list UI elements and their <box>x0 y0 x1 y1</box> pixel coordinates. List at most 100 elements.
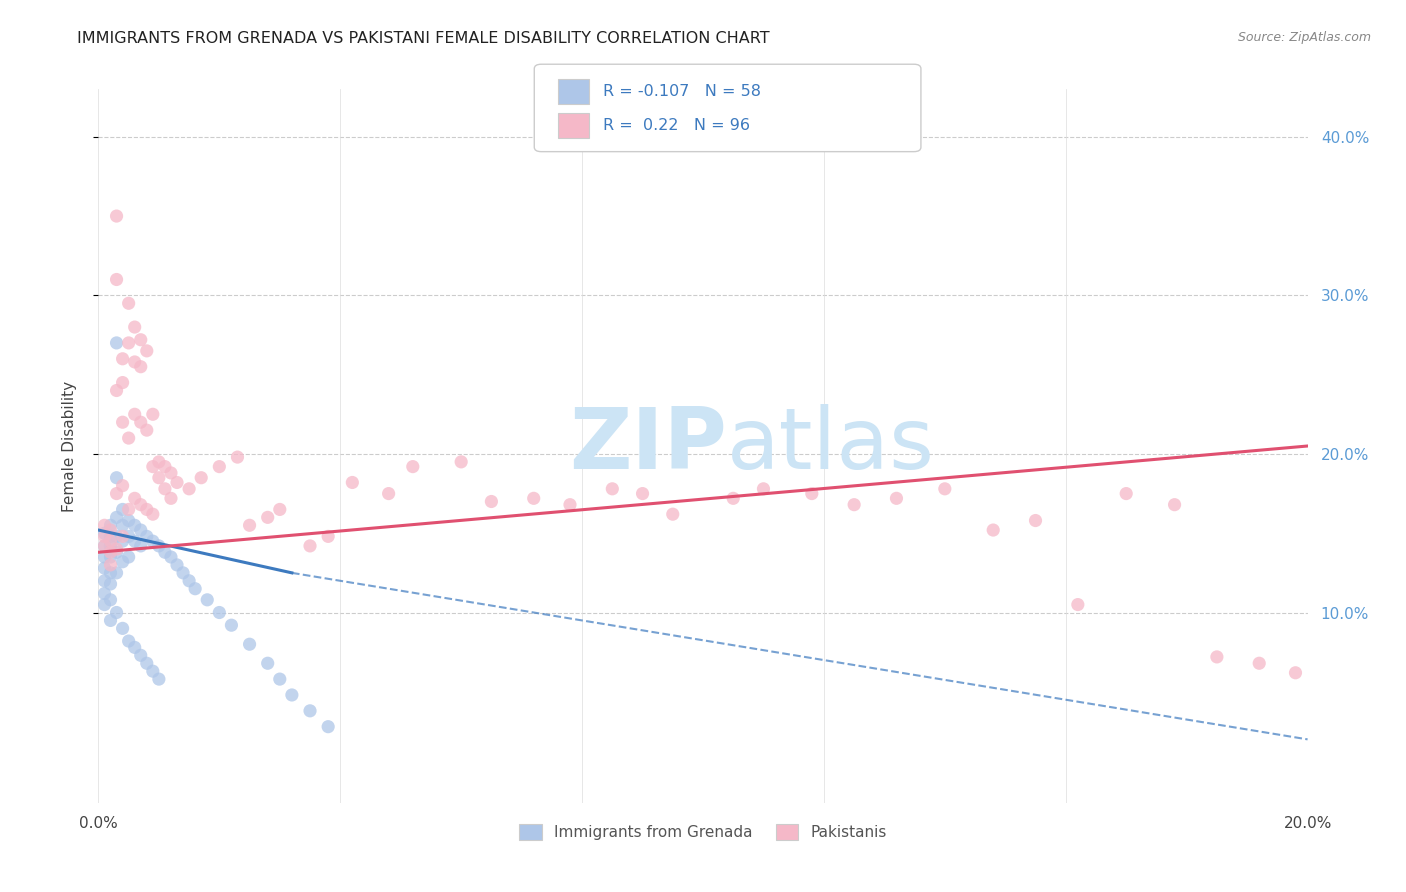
Point <box>111 415 134 429</box>
Point <box>105 529 128 543</box>
Point <box>269 672 291 686</box>
Point <box>1163 498 1185 512</box>
Point <box>93 561 115 575</box>
Point <box>179 482 201 496</box>
Point <box>172 566 194 580</box>
Point <box>118 296 141 310</box>
Point <box>160 549 183 564</box>
Point <box>105 566 128 580</box>
Point <box>93 574 115 588</box>
Point <box>981 523 1004 537</box>
Point <box>1284 665 1306 680</box>
Point <box>111 502 134 516</box>
Point <box>179 574 201 588</box>
Point <box>1249 657 1271 671</box>
Point <box>129 523 152 537</box>
Point <box>208 459 231 474</box>
Point <box>166 475 188 490</box>
Point <box>239 518 262 533</box>
Point <box>118 634 141 648</box>
Point <box>111 621 134 635</box>
Point <box>129 415 152 429</box>
Point <box>105 542 128 557</box>
Point <box>934 482 956 496</box>
Point <box>105 471 128 485</box>
Point <box>118 431 141 445</box>
Point <box>111 478 134 492</box>
Text: Source: ZipAtlas.com: Source: ZipAtlas.com <box>1237 31 1371 45</box>
Point <box>558 498 581 512</box>
Point <box>153 459 176 474</box>
Point <box>124 640 146 655</box>
Point <box>105 335 128 350</box>
Point <box>269 502 291 516</box>
Point <box>208 606 231 620</box>
Point <box>148 672 170 686</box>
Point <box>105 510 128 524</box>
Point <box>100 539 122 553</box>
Point <box>93 586 115 600</box>
Point <box>402 459 425 474</box>
Point <box>124 534 146 549</box>
Point <box>111 351 134 366</box>
Point <box>118 549 141 564</box>
Point <box>166 558 188 572</box>
Point <box>129 539 152 553</box>
Point <box>160 491 183 506</box>
Point <box>100 577 122 591</box>
Point <box>100 518 122 533</box>
Point <box>93 518 115 533</box>
Y-axis label: Female Disability: Female Disability <box>62 380 77 512</box>
Point <box>129 333 152 347</box>
Point <box>118 502 141 516</box>
Text: atlas: atlas <box>727 404 935 488</box>
Point <box>124 320 146 334</box>
Point <box>450 455 472 469</box>
Point <box>148 455 170 469</box>
Point <box>602 482 624 496</box>
Point <box>111 534 134 549</box>
Point <box>886 491 908 506</box>
Point <box>256 510 278 524</box>
Point <box>523 491 546 506</box>
Point <box>142 534 165 549</box>
Point <box>142 664 165 678</box>
Point <box>342 475 364 490</box>
Point <box>105 545 128 559</box>
Point <box>148 471 170 485</box>
Point <box>184 582 207 596</box>
Point <box>100 529 122 543</box>
Point <box>299 539 322 553</box>
Point <box>1206 649 1229 664</box>
Point <box>135 343 157 358</box>
Point <box>100 549 122 564</box>
Point <box>148 539 170 553</box>
Point <box>142 407 165 421</box>
Point <box>129 359 152 374</box>
Point <box>111 518 134 533</box>
Point <box>100 614 122 628</box>
Point <box>93 539 115 553</box>
Point <box>135 529 157 543</box>
Point <box>800 486 823 500</box>
Point <box>100 534 122 549</box>
Point <box>100 558 122 572</box>
Point <box>93 526 115 541</box>
Point <box>100 545 122 559</box>
Point <box>100 592 122 607</box>
Text: IMMIGRANTS FROM GRENADA VS PAKISTANI FEMALE DISABILITY CORRELATION CHART: IMMIGRANTS FROM GRENADA VS PAKISTANI FEM… <box>77 31 770 46</box>
Point <box>142 459 165 474</box>
Point <box>844 498 866 512</box>
Point <box>105 272 128 286</box>
Point <box>153 482 176 496</box>
Point <box>142 507 165 521</box>
Point <box>105 606 128 620</box>
Point <box>124 491 146 506</box>
Point <box>752 482 775 496</box>
Point <box>100 566 122 580</box>
Point <box>256 657 278 671</box>
Point <box>135 502 157 516</box>
Point <box>723 491 745 506</box>
Point <box>281 688 304 702</box>
Point <box>124 355 146 369</box>
